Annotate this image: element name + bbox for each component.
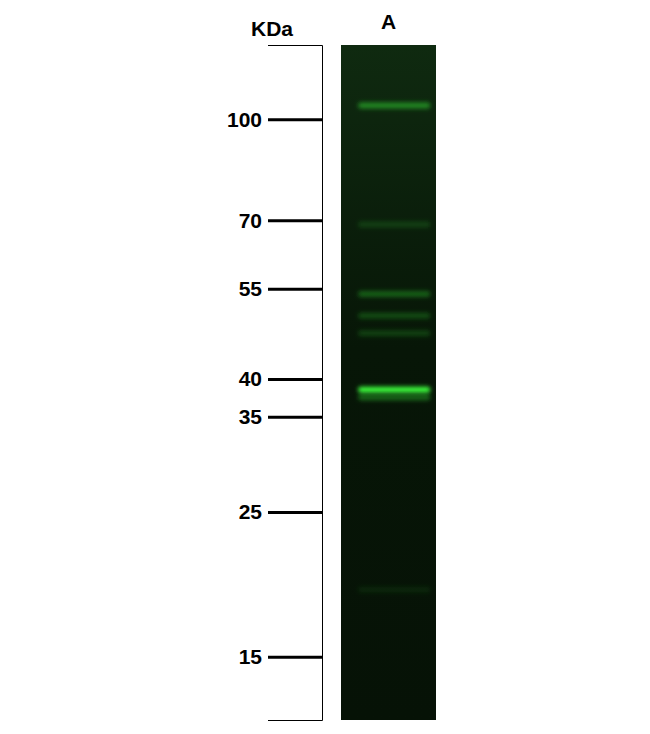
tick-label: 70 (239, 209, 262, 232)
tick-label: 35 (239, 405, 263, 428)
tick-line (268, 288, 322, 291)
tick: 35 (239, 405, 322, 428)
tick-line (268, 118, 322, 121)
band (358, 103, 430, 109)
tick: 70 (239, 209, 322, 232)
band (358, 291, 430, 297)
tick: 15 (239, 645, 322, 668)
band (358, 313, 430, 319)
tick-label: 55 (239, 277, 263, 300)
y-axis-title: KDa (251, 17, 293, 40)
y-axis: 100 70 55 40 35 25 15 (227, 46, 323, 721)
tick: 100 (227, 108, 322, 131)
tick-label: 40 (239, 367, 262, 390)
y-axis-line (268, 46, 323, 721)
lane-tick: A (381, 10, 396, 33)
tick-label: 15 (239, 645, 263, 668)
tick-line (268, 219, 322, 222)
tick: 55 (239, 277, 322, 300)
lane-background (341, 45, 436, 720)
band (358, 330, 430, 336)
tick-line (268, 416, 322, 419)
tick: 25 (239, 500, 322, 523)
lane-axis: A (381, 10, 396, 33)
band (358, 221, 430, 227)
lane-label: A (381, 10, 396, 33)
tick-label: 100 (227, 108, 262, 131)
band (358, 587, 430, 593)
blot-figure: 100 70 55 40 35 25 15 A KDa (0, 0, 650, 734)
tick: 40 (239, 367, 322, 390)
band (358, 394, 430, 400)
tick-label: 25 (239, 500, 263, 523)
tick-line (268, 656, 322, 659)
band (358, 387, 430, 393)
tick-line (268, 511, 322, 514)
bands (358, 103, 430, 593)
tick-line (268, 378, 322, 381)
